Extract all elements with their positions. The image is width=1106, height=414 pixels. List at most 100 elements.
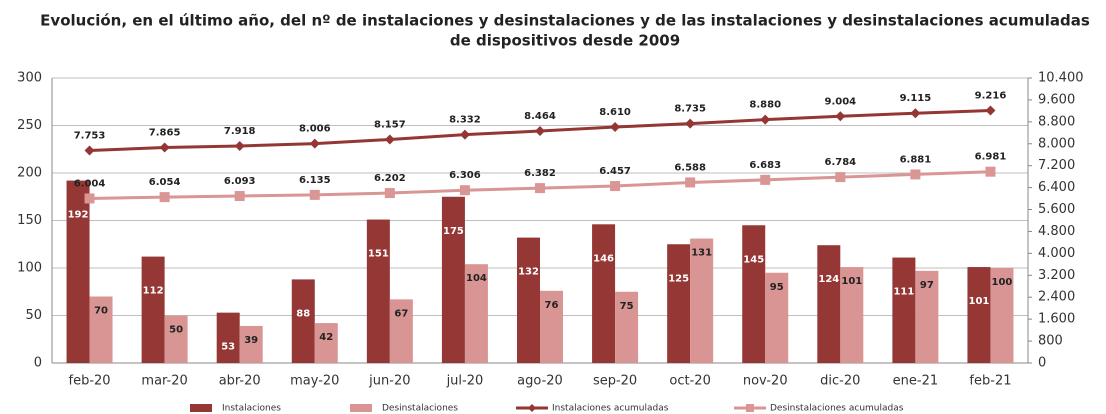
legend-label: Desinstalaciones acumuladas	[770, 404, 904, 414]
y2-tick-label: 4.800	[1038, 224, 1075, 239]
marker	[159, 142, 170, 153]
bar-label: 132	[518, 267, 539, 278]
line-label: 6.093	[224, 176, 256, 187]
y2-tick-label: 9.600	[1038, 92, 1075, 107]
bar	[89, 296, 113, 363]
y2-tick-label: 0	[1038, 356, 1046, 371]
y2-tick-label: 800	[1038, 334, 1063, 349]
y-tick-label: 50	[25, 308, 42, 323]
legend-marker	[746, 404, 754, 412]
line-label: 6.881	[900, 154, 932, 165]
line-label: 8.735	[674, 104, 706, 115]
line-label: 6.457	[599, 166, 631, 177]
bar-label: 95	[770, 282, 784, 293]
bar-label: 175	[443, 226, 464, 237]
marker	[459, 185, 470, 196]
x-tick-label: may-20	[290, 374, 339, 389]
line-label: 7.753	[74, 131, 106, 142]
marker	[535, 183, 545, 194]
y2-tick-label: 4.000	[1038, 246, 1075, 261]
line-label: 8.332	[449, 115, 481, 126]
bar	[314, 323, 338, 363]
x-tick-label: sep-20	[593, 374, 637, 389]
bar-label: 104	[466, 273, 487, 284]
bar-label: 67	[394, 308, 408, 319]
bar	[517, 237, 540, 363]
marker	[835, 172, 846, 183]
y-tick-label: 0	[34, 356, 42, 371]
marker	[685, 177, 696, 188]
marker	[985, 105, 996, 116]
x-tick-label: jun-20	[368, 374, 410, 389]
bar-label: 125	[668, 273, 689, 284]
legend-swatch	[350, 404, 372, 412]
bar	[464, 264, 488, 363]
line-label: 6.135	[299, 175, 331, 186]
marker	[84, 145, 95, 156]
line-label: 7.918	[224, 126, 256, 137]
bar-label: 101	[969, 296, 990, 307]
line-label: 6.382	[524, 168, 556, 179]
bar	[840, 267, 864, 363]
bar-label: 112	[143, 286, 164, 297]
x-tick-label: mar-20	[141, 374, 187, 389]
x-tick-label: feb-20	[69, 374, 111, 389]
line-label: 6.784	[824, 157, 856, 168]
x-tick-label: abr-20	[219, 374, 261, 389]
bar-label: 76	[545, 300, 559, 311]
marker	[685, 118, 696, 129]
line-label: 8.157	[374, 119, 406, 130]
legend-label: Instalaciones	[222, 404, 281, 414]
line-label: 6.588	[674, 162, 706, 173]
line-label: 6.202	[374, 173, 406, 184]
bar-label: 70	[94, 306, 108, 317]
bar	[164, 315, 188, 363]
y2-tick-label: 6.400	[1038, 180, 1075, 195]
line-label: 9.115	[900, 93, 932, 104]
bar-label: 146	[593, 253, 614, 264]
y2-tick-label: 8.800	[1038, 114, 1075, 129]
x-tick-label: ene-21	[893, 374, 938, 389]
bar	[990, 268, 1014, 363]
y2-tick-label: 1.600	[1038, 312, 1075, 327]
marker	[159, 192, 170, 203]
line-label: 7.865	[149, 127, 181, 138]
marker	[309, 138, 320, 149]
bar-label: 75	[620, 301, 634, 312]
marker	[309, 189, 320, 200]
bar	[592, 224, 616, 363]
bar	[765, 272, 789, 363]
marker	[835, 111, 846, 122]
bar	[690, 238, 714, 363]
marker	[760, 174, 771, 185]
marker	[910, 108, 921, 119]
line-label: 8.006	[299, 124, 331, 135]
x-tick-label: oct-20	[669, 374, 710, 389]
line-label: 6.004	[74, 178, 106, 189]
bar	[366, 219, 390, 363]
x-tick-label: ago-20	[517, 374, 563, 389]
bar	[817, 245, 841, 363]
bar	[967, 267, 991, 363]
marker	[610, 181, 621, 192]
bar	[915, 270, 939, 363]
marker	[535, 126, 545, 137]
x-tick-label: dic-20	[820, 374, 860, 389]
bar-label: 97	[920, 280, 934, 291]
bar	[239, 325, 263, 363]
bar	[892, 257, 916, 363]
bar-label: 101	[841, 276, 862, 287]
marker	[910, 169, 921, 180]
line-label: 8.464	[524, 111, 556, 122]
bar	[389, 299, 413, 363]
chart-title: Evolución, en el último año, del nº de i…	[40, 12, 1090, 30]
y2-tick-label: 8.000	[1038, 136, 1075, 151]
bar	[667, 244, 691, 363]
bar-label: 88	[296, 308, 310, 319]
marker	[234, 191, 245, 202]
bar-label: 50	[169, 325, 183, 336]
bar-label: 131	[691, 248, 712, 259]
bar	[441, 196, 465, 363]
bar-label: 124	[818, 274, 839, 285]
marker	[84, 193, 95, 204]
